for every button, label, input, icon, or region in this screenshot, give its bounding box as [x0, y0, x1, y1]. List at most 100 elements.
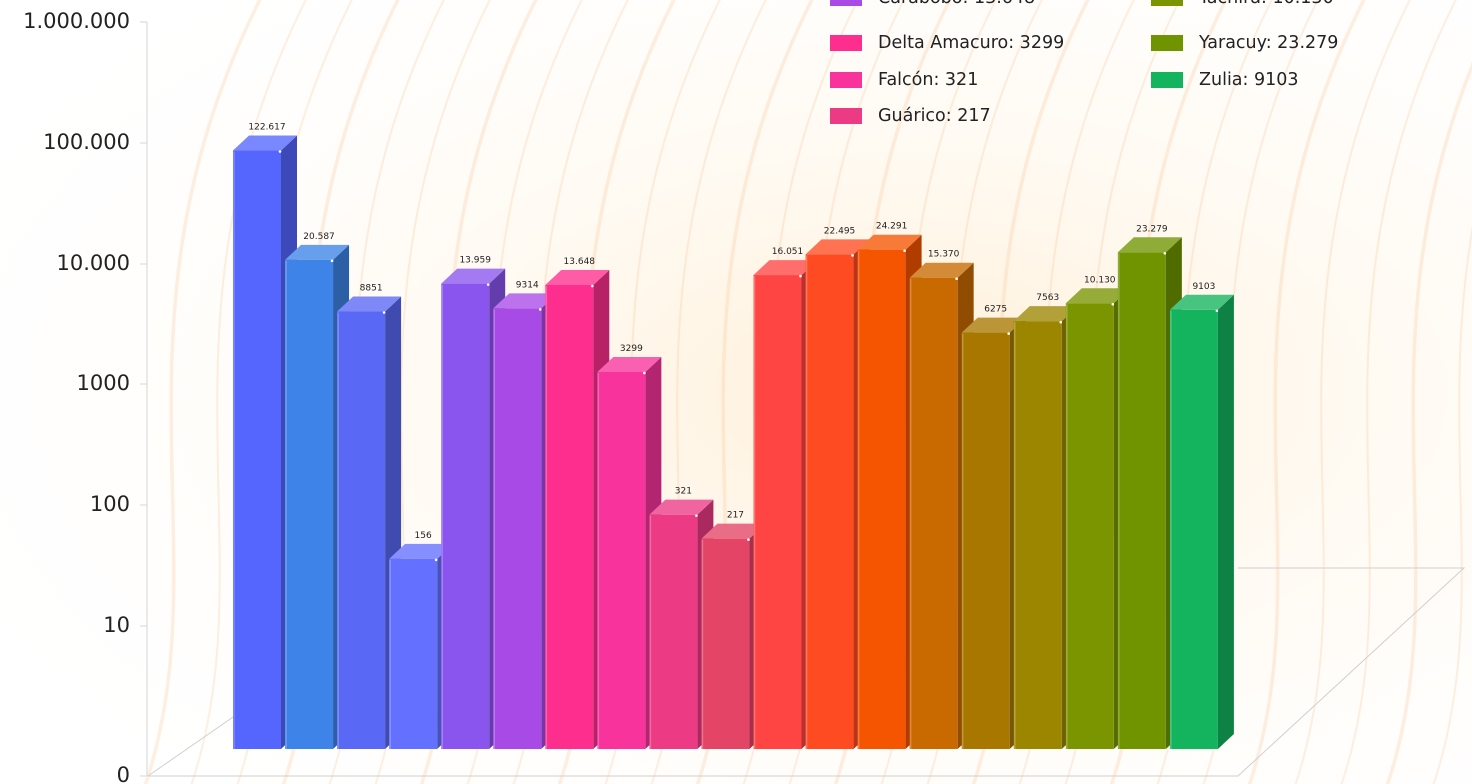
bar-top — [493, 293, 558, 309]
bar-front — [805, 254, 854, 749]
legend: Carabobo: 13.648 Delta Amacuro: 3299 Falcó… — [830, 0, 1338, 126]
bar-marker — [1111, 302, 1115, 306]
legend-item[interactable]: Falcón: 321 — [830, 70, 978, 90]
bar-front — [701, 538, 750, 749]
data-label: 10.130 — [1084, 275, 1116, 285]
legend-swatch — [1151, 72, 1183, 88]
y-tick-label: 10.000 — [57, 251, 130, 275]
data-label: 20.587 — [303, 232, 335, 242]
bar-top — [909, 262, 974, 278]
data-label: 9314 — [516, 280, 539, 290]
data-label: 321 — [675, 487, 692, 497]
bar-front — [909, 277, 958, 749]
bar-front — [961, 332, 1010, 749]
bar-front — [493, 308, 542, 749]
bar-top — [389, 543, 454, 559]
data-label: 13.959 — [459, 256, 491, 266]
bar-front — [857, 249, 906, 749]
bar-front — [285, 259, 334, 749]
legend-label: Delta Amacuro: 3299 — [878, 33, 1064, 53]
data-label: 217 — [727, 511, 744, 521]
bar-marker — [643, 371, 646, 375]
y-axis: 0 10 100 1000 10.000 100.000 1.000.000 — [23, 9, 148, 784]
bar-front — [441, 283, 490, 749]
data-label: 122.617 — [248, 123, 285, 133]
legend-label: Falcón: 321 — [878, 70, 978, 90]
bar-front — [1013, 321, 1062, 749]
bar-marker — [330, 259, 334, 263]
data-label: 22.495 — [824, 226, 856, 236]
bar-front — [1169, 309, 1218, 749]
bar: 122.617 — [233, 123, 297, 750]
bar-top — [701, 523, 766, 539]
data-label: 3299 — [620, 344, 643, 354]
legend-item[interactable]: Yaracuy: 23.279 — [1151, 33, 1338, 53]
legend-swatch — [830, 0, 862, 6]
background-wave-line — [1340, 0, 1458, 784]
chart-floor — [147, 567, 1466, 777]
bar-top — [857, 234, 922, 250]
bar-marker — [695, 514, 698, 517]
background-wave-line — [143, 0, 262, 784]
legend-label: Táchira: 10.130 — [1198, 0, 1334, 8]
bar-top — [545, 270, 610, 286]
bar-marker — [799, 274, 802, 278]
bar-top — [441, 268, 506, 284]
background-wave-line — [1247, 0, 1366, 784]
bar-marker — [903, 249, 906, 252]
y-tick-label: 1.000.000 — [23, 9, 130, 33]
data-label: 9103 — [1192, 282, 1215, 292]
legend-item[interactable]: Guárico: 217 — [830, 106, 991, 126]
bar-marker — [382, 311, 386, 314]
bar: 7563 — [1013, 293, 1078, 749]
background-wave-line — [190, 0, 308, 784]
legend-item[interactable]: Táchira: 10.130 — [1151, 0, 1334, 8]
legend-label: Yaracuy: 23.279 — [1198, 33, 1338, 53]
bar-marker — [591, 284, 594, 288]
bar-top — [1117, 237, 1182, 253]
bar: 16.051 — [753, 247, 818, 749]
bar-marker — [1215, 309, 1219, 313]
bar-top — [233, 135, 297, 151]
bar: 10.130 — [1065, 275, 1130, 749]
bar: 156 — [389, 531, 454, 749]
y-tick-label: 10 — [103, 613, 130, 637]
bar-front — [337, 311, 386, 749]
legend-swatch — [1151, 35, 1183, 51]
background-wave-line — [1294, 0, 1412, 784]
bar-front — [597, 371, 646, 749]
legend-label: Carabobo: 13.648 — [878, 0, 1035, 8]
bar-top — [1169, 294, 1234, 310]
legend-item[interactable]: Delta Amacuro: 3299 — [830, 33, 1064, 53]
data-label: 15.370 — [928, 250, 960, 260]
bar-top — [753, 260, 818, 276]
bar-front — [389, 558, 438, 749]
legend-item[interactable]: Zulia: 9103 — [1151, 70, 1299, 90]
data-label: 24.291 — [876, 222, 908, 232]
bar-marker — [1163, 252, 1167, 255]
bar-front — [649, 514, 698, 749]
bar-marker — [1059, 320, 1063, 324]
bar-top — [285, 244, 350, 260]
bar-top — [1013, 306, 1078, 322]
bar-top — [337, 296, 402, 312]
legend-label: Guárico: 217 — [878, 106, 991, 126]
bar-marker — [1007, 332, 1010, 335]
legend-item[interactable]: Carabobo: 13.648 — [830, 0, 1035, 8]
legend-label: Zulia: 9103 — [1199, 70, 1299, 90]
bar-side — [1217, 294, 1234, 749]
bar-front — [1065, 303, 1114, 749]
y-tick-label: 100 — [90, 492, 130, 516]
y-tick-label: 0 — [117, 763, 130, 784]
data-label: 7563 — [1036, 293, 1059, 303]
bar-marker — [851, 254, 854, 257]
bar-top — [805, 239, 870, 255]
bar-marker — [955, 277, 958, 281]
legend-swatch — [1151, 0, 1183, 6]
bar-top — [649, 499, 714, 515]
data-label: 8851 — [360, 284, 383, 294]
floor-outline — [148, 567, 1466, 777]
bar-front — [1117, 252, 1166, 750]
